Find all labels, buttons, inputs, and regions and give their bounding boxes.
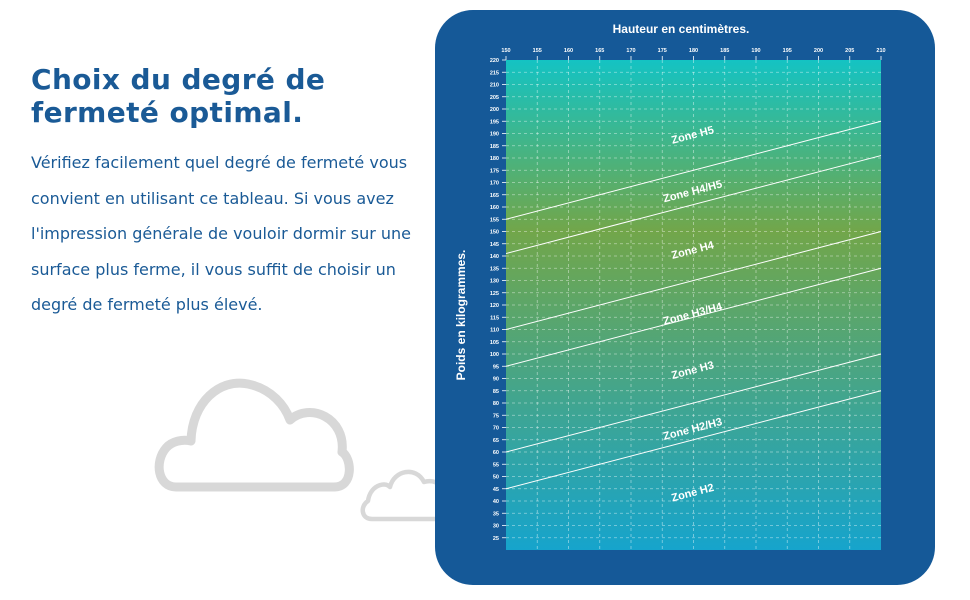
headline: Choix du degré de fermeté optimal. [31, 63, 326, 129]
x-tick-label: 175 [658, 48, 667, 54]
zone-boundary-line [505, 155, 882, 255]
zone-boundary-line [505, 267, 882, 367]
zone-boundary-line [505, 353, 882, 453]
y-tick-label: 220 [490, 58, 499, 64]
y-tick-label: 200 [490, 107, 499, 113]
y-tick-label: 125 [490, 291, 499, 297]
zone-boundary-line [505, 231, 882, 330]
zone-boundary-line [505, 390, 882, 490]
y-tick-label: 70 [493, 426, 499, 432]
x-tick-label: 165 [595, 48, 604, 54]
y-tick-label: 105 [490, 340, 499, 346]
x-tick-label: 200 [814, 48, 823, 54]
y-tick-label: 35 [493, 511, 499, 517]
x-tick-label: 150 [501, 48, 510, 54]
y-tick-label: 215 [490, 70, 499, 76]
y-tick-label: 50 [493, 475, 499, 481]
y-tick-label: 185 [490, 144, 499, 150]
x-tick-label: 195 [783, 48, 792, 54]
y-tick-label: 40 [493, 499, 499, 505]
y-tick-label: 140 [490, 254, 499, 260]
zone-boundary-line [505, 120, 882, 220]
y-tick-label: 95 [493, 364, 499, 370]
x-tick-label: 185 [720, 48, 729, 54]
x-tick-label: 190 [751, 48, 760, 54]
y-tick-label: 130 [490, 279, 499, 285]
y-tick-label: 90 [493, 377, 499, 383]
y-tick-label: 195 [490, 119, 499, 125]
x-tick-label: 210 [876, 48, 885, 54]
y-tick-label: 80 [493, 401, 499, 407]
x-tick-label: 170 [626, 48, 635, 54]
firmness-chart: 150 155 160 165 170 175 180 185 190 195 200 205 210 2… [454, 22, 886, 550]
y-tick-label: 165 [490, 193, 499, 199]
y-tick-label: 120 [490, 303, 499, 309]
y-tick-label: 160 [490, 205, 499, 211]
y-tick-label: 65 [493, 438, 499, 444]
y-tick-label: 25 [493, 536, 499, 542]
y-tick-label: 180 [490, 156, 499, 162]
cloud-large-icon [154, 378, 354, 492]
y-tick-label: 150 [490, 230, 499, 236]
x-tick-label: 155 [533, 48, 542, 54]
y-tick-label: 55 [493, 462, 499, 468]
y-tick-label: 205 [490, 95, 499, 101]
x-tick-label: 205 [845, 48, 854, 54]
y-tick-label: 115 [490, 315, 499, 321]
y-tick-label: 100 [490, 352, 499, 358]
y-tick-label: 75 [493, 413, 499, 419]
x-axis-title: Hauteur en centimètres. [613, 22, 750, 36]
y-tick-label: 190 [490, 132, 499, 138]
y-tick-label: 210 [490, 83, 499, 89]
intro-paragraph: Vérifiez facilement quel degré de fermet… [31, 153, 412, 314]
x-tick-label: 180 [689, 48, 698, 54]
y-axis-title: Poids en kilogrammes. [454, 250, 468, 381]
x-tick-label: 160 [564, 48, 573, 54]
y-tick-label: 135 [490, 266, 499, 272]
y-tick-label: 155 [490, 217, 499, 223]
y-tick-label: 170 [490, 181, 499, 187]
y-tick-label: 145 [490, 242, 499, 248]
y-tick-label: 175 [490, 168, 499, 174]
y-tick-label: 45 [493, 487, 499, 493]
y-tick-label: 60 [493, 450, 499, 456]
y-tick-label: 85 [493, 389, 499, 395]
y-tick-label: 110 [490, 328, 499, 334]
y-tick-label: 30 [493, 524, 499, 530]
